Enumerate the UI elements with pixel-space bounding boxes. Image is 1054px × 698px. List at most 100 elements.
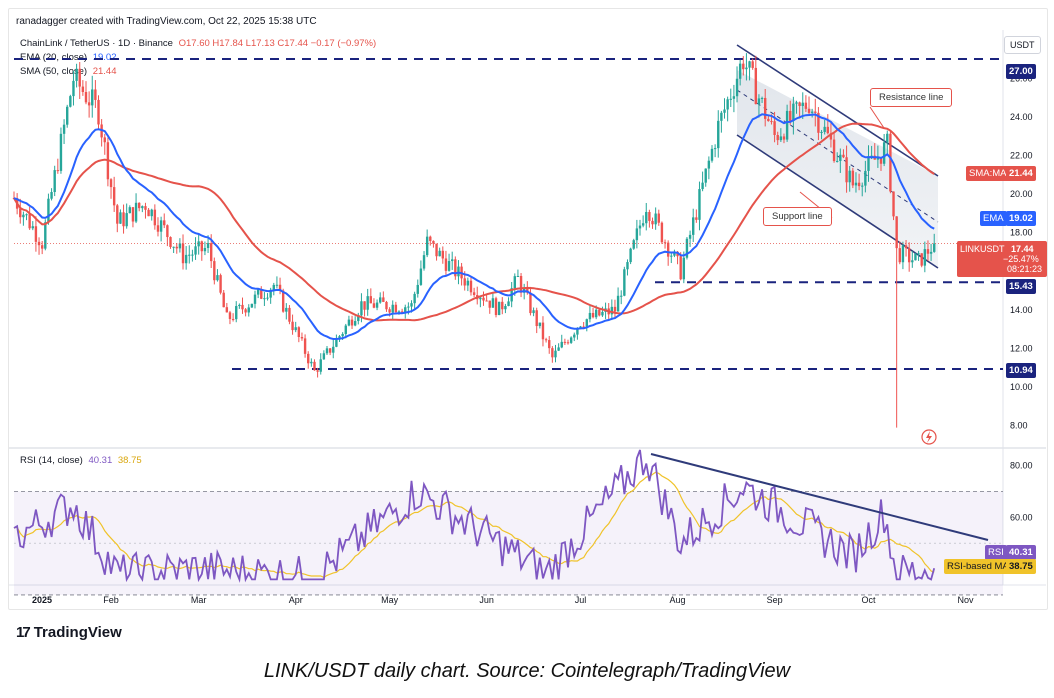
candle-body bbox=[701, 182, 704, 190]
candle-body bbox=[854, 182, 858, 186]
candle-body bbox=[563, 341, 567, 343]
candle-body bbox=[692, 217, 695, 235]
candle-body bbox=[663, 242, 667, 244]
rsi-tick-label: 80.00 bbox=[1010, 461, 1033, 471]
candle-body bbox=[660, 222, 664, 243]
rsi-legend-value: 40.31 bbox=[88, 455, 113, 466]
candle-body bbox=[159, 220, 163, 232]
candle-body bbox=[81, 86, 85, 93]
candle-body bbox=[19, 208, 22, 218]
candle-body bbox=[566, 342, 570, 344]
rsi-legend-label: RSI (14, close) bbox=[20, 455, 83, 466]
candle-body bbox=[494, 298, 498, 316]
price-tick-label: 10.00 bbox=[1010, 382, 1033, 392]
candle-body bbox=[363, 301, 366, 310]
time-axis-label: Jun bbox=[479, 595, 494, 605]
rsi-line[interactable] bbox=[13, 449, 936, 583]
candle-body bbox=[316, 370, 319, 372]
candle-body bbox=[128, 207, 132, 214]
time-axis-label: May bbox=[381, 595, 399, 605]
ema20-line[interactable] bbox=[13, 113, 935, 341]
candle-body bbox=[50, 192, 53, 199]
candle-body bbox=[620, 295, 623, 297]
candle-body bbox=[907, 248, 911, 263]
candle-body bbox=[804, 102, 808, 109]
candle-body bbox=[557, 347, 560, 351]
sma50-line[interactable] bbox=[13, 122, 935, 322]
candle-body bbox=[623, 269, 626, 296]
candle-body bbox=[116, 205, 119, 224]
candle-body bbox=[829, 133, 833, 140]
resistance-trendline[interactable] bbox=[736, 44, 939, 177]
candle-body bbox=[710, 148, 714, 161]
candle-body bbox=[535, 310, 538, 327]
candle-body bbox=[814, 111, 817, 113]
candle-body bbox=[338, 336, 341, 339]
candle-body bbox=[216, 275, 219, 281]
candle-body bbox=[328, 348, 332, 353]
candle-body bbox=[156, 225, 160, 232]
candle-body bbox=[820, 131, 823, 133]
candle-body bbox=[582, 326, 585, 328]
rsi-tick-label: 60.00 bbox=[1010, 512, 1033, 522]
rsi-tag-value: 40.31 bbox=[1006, 545, 1036, 560]
price-tick-label: 18.00 bbox=[1010, 228, 1033, 238]
candle-body bbox=[303, 338, 307, 354]
candle-body bbox=[923, 249, 927, 266]
candle-body bbox=[144, 206, 147, 210]
candle-body bbox=[889, 133, 892, 192]
candle-body bbox=[488, 300, 491, 308]
price-chart[interactable]: 8.0010.0012.0014.0016.0018.0020.0022.002… bbox=[0, 0, 1054, 610]
candle-body bbox=[166, 225, 169, 238]
candle-body bbox=[138, 202, 141, 209]
candle-body bbox=[300, 337, 304, 339]
candle-body bbox=[444, 258, 448, 271]
candle-body bbox=[40, 245, 44, 249]
sma-legend[interactable]: SMA (50, close) 21.44 bbox=[20, 66, 116, 77]
candle-body bbox=[275, 284, 279, 286]
ema-tag-label: EMA bbox=[980, 211, 1007, 226]
candle-body bbox=[754, 67, 758, 105]
candle-body bbox=[385, 301, 388, 310]
rsi-ma-tag-label: RSI-based MA bbox=[944, 559, 1012, 574]
support-trendline[interactable] bbox=[736, 134, 939, 269]
candle-body bbox=[191, 254, 194, 256]
candle-body bbox=[407, 306, 410, 308]
candle-body bbox=[375, 302, 379, 308]
tradingview-logo[interactable]: 17 TradingView bbox=[16, 624, 122, 641]
support-annotation[interactable]: Support line bbox=[763, 207, 832, 226]
rsi-legend[interactable]: RSI (14, close) 40.31 38.75 bbox=[20, 455, 142, 466]
candle-body bbox=[613, 306, 617, 312]
candle-body bbox=[635, 228, 639, 241]
candle-body bbox=[181, 243, 185, 264]
candle-body bbox=[253, 294, 257, 304]
candle-body bbox=[698, 189, 701, 220]
currency-button[interactable]: USDT bbox=[1004, 36, 1041, 54]
price-tick-label: 12.00 bbox=[1010, 343, 1033, 353]
rsi-ma-legend-value: 38.75 bbox=[117, 455, 142, 466]
candle-body bbox=[857, 182, 861, 187]
candle-body bbox=[307, 353, 310, 364]
candle-body bbox=[688, 234, 692, 239]
candle-body bbox=[413, 293, 416, 304]
candle-body bbox=[839, 154, 842, 161]
symbol-name[interactable]: ChainLink / TetherUS · 1D · Binance bbox=[20, 38, 173, 49]
resistance-annotation[interactable]: Resistance line bbox=[870, 88, 953, 107]
symbol-legend: ChainLink / TetherUS · 1D · Binance O17.… bbox=[20, 38, 376, 49]
candle-body bbox=[297, 327, 301, 338]
candle-body bbox=[544, 339, 548, 341]
candle-body bbox=[353, 321, 357, 326]
candle-body bbox=[457, 266, 460, 277]
candle-body bbox=[441, 250, 445, 259]
candle-body bbox=[717, 120, 720, 149]
candle-body bbox=[222, 292, 225, 308]
candle-body bbox=[585, 319, 588, 327]
rsi-ma-tag-value: 38.75 bbox=[1006, 559, 1036, 574]
chart-caption: LINK/USDT daily chart. Source: Cointeleg… bbox=[263, 660, 791, 682]
candle-body bbox=[313, 361, 316, 371]
rsi-trendline[interactable] bbox=[650, 453, 989, 541]
ema-legend[interactable]: EMA (20, close) 19.02 bbox=[20, 52, 116, 63]
event-flash-icon[interactable] bbox=[921, 429, 937, 445]
candle-body bbox=[560, 341, 563, 348]
candle-body bbox=[782, 136, 786, 140]
